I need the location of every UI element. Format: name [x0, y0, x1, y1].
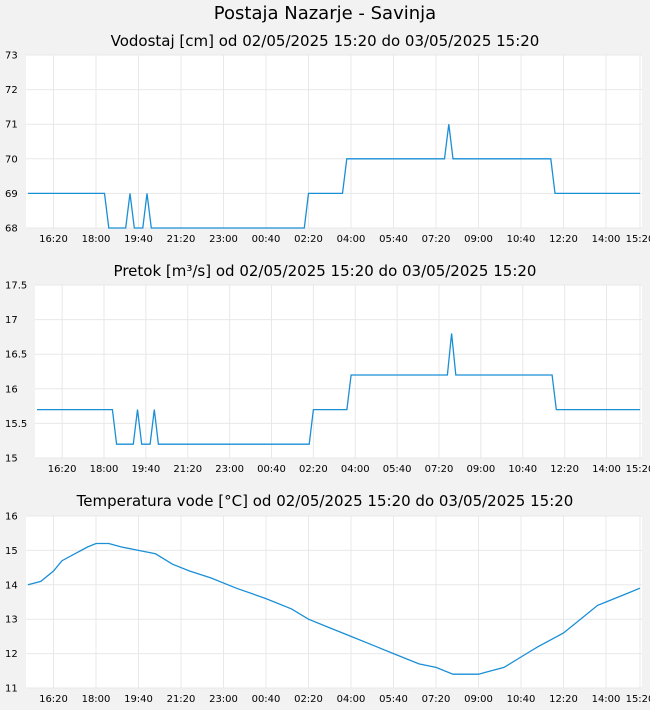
x-tick-label: 23:00	[209, 694, 238, 705]
y-tick-label: 13	[5, 615, 18, 626]
x-tick-label: 07:20	[422, 234, 451, 245]
chart-1: Pretok [m³/s] od 02/05/2025 15:20 do 03/…	[5, 262, 650, 475]
x-tick-label: 19:40	[131, 464, 160, 475]
x-tick-label: 09:00	[464, 234, 493, 245]
y-tick-label: 17	[5, 315, 18, 326]
y-tick-label: 15	[5, 546, 18, 557]
y-tick-label: 16.5	[5, 350, 27, 361]
x-tick-label: 10:40	[508, 464, 537, 475]
x-tick-label: 04:00	[337, 234, 366, 245]
x-tick-label: 02:20	[294, 694, 323, 705]
y-tick-label: 15	[5, 454, 18, 465]
plot-area	[35, 285, 642, 458]
x-tick-label: 05:40	[379, 694, 408, 705]
plot-area	[26, 55, 642, 228]
series-line	[28, 124, 640, 229]
x-tick-label: 04:00	[341, 464, 370, 475]
x-tick-label: 19:40	[124, 694, 153, 705]
x-tick-label: 19:40	[124, 234, 153, 245]
series-line	[27, 542, 641, 675]
x-tick-label: 10:40	[507, 694, 536, 705]
x-tick-label: 12:20	[549, 694, 578, 705]
x-tick-label: 16:20	[48, 464, 77, 475]
x-tick-label: 21:20	[167, 234, 196, 245]
x-tick-label: 05:40	[379, 234, 408, 245]
chart-title: Temperatura vode [°C] od 02/05/2025 15:2…	[76, 492, 574, 510]
y-tick-label: 71	[5, 120, 18, 131]
x-tick-label: 12:20	[550, 464, 579, 475]
x-tick-label: 05:40	[383, 464, 412, 475]
x-tick-label: 14:00	[592, 464, 621, 475]
y-tick-label: 68	[5, 224, 18, 235]
x-tick-label: 18:00	[82, 694, 111, 705]
x-tick-label: 23:00	[209, 234, 238, 245]
x-tick-label: 15:20	[626, 234, 650, 245]
x-tick-label: 23:00	[215, 464, 244, 475]
y-tick-label: 14	[5, 580, 18, 591]
y-tick-label: 17.5	[5, 281, 27, 292]
chart-2: Temperatura vode [°C] od 02/05/2025 15:2…	[5, 492, 650, 705]
x-tick-label: 00:40	[252, 694, 281, 705]
x-tick-label: 21:20	[167, 694, 196, 705]
x-tick-label: 02:20	[294, 234, 323, 245]
x-tick-label: 14:00	[592, 694, 621, 705]
y-tick-label: 73	[5, 51, 18, 62]
x-tick-label: 07:20	[425, 464, 454, 475]
x-tick-label: 00:40	[257, 464, 286, 475]
x-tick-label: 09:00	[466, 464, 495, 475]
y-tick-label: 16	[5, 512, 18, 523]
x-tick-label: 04:00	[337, 694, 366, 705]
y-tick-label: 12	[5, 649, 18, 660]
x-tick-label: 10:40	[507, 234, 536, 245]
chart-0: Vodostaj [cm] od 02/05/2025 15:20 do 03/…	[5, 32, 650, 245]
y-tick-label: 11	[5, 684, 18, 695]
page-title: Postaja Nazarje - Savinja	[213, 3, 437, 24]
x-tick-label: 18:00	[90, 464, 119, 475]
x-tick-label: 09:00	[464, 694, 493, 705]
y-tick-label: 72	[5, 85, 18, 96]
chart-title: Pretok [m³/s] od 02/05/2025 15:20 do 03/…	[114, 262, 537, 280]
y-tick-label: 70	[5, 154, 18, 165]
y-tick-label: 16	[5, 384, 18, 395]
x-tick-label: 07:20	[422, 694, 451, 705]
x-tick-label: 15:20	[626, 464, 650, 475]
plot-area	[26, 516, 642, 688]
x-tick-label: 12:20	[549, 234, 578, 245]
x-tick-label: 14:00	[592, 234, 621, 245]
x-tick-label: 15:20	[626, 694, 650, 705]
y-tick-label: 15.5	[5, 419, 27, 430]
series-line	[37, 333, 640, 445]
x-tick-label: 16:20	[39, 234, 68, 245]
x-tick-label: 21:20	[173, 464, 202, 475]
x-tick-label: 00:40	[252, 234, 281, 245]
x-tick-label: 02:20	[299, 464, 328, 475]
x-tick-label: 16:20	[39, 694, 68, 705]
y-tick-label: 69	[5, 189, 18, 200]
chart-title: Vodostaj [cm] od 02/05/2025 15:20 do 03/…	[111, 32, 540, 50]
x-tick-label: 18:00	[82, 234, 111, 245]
